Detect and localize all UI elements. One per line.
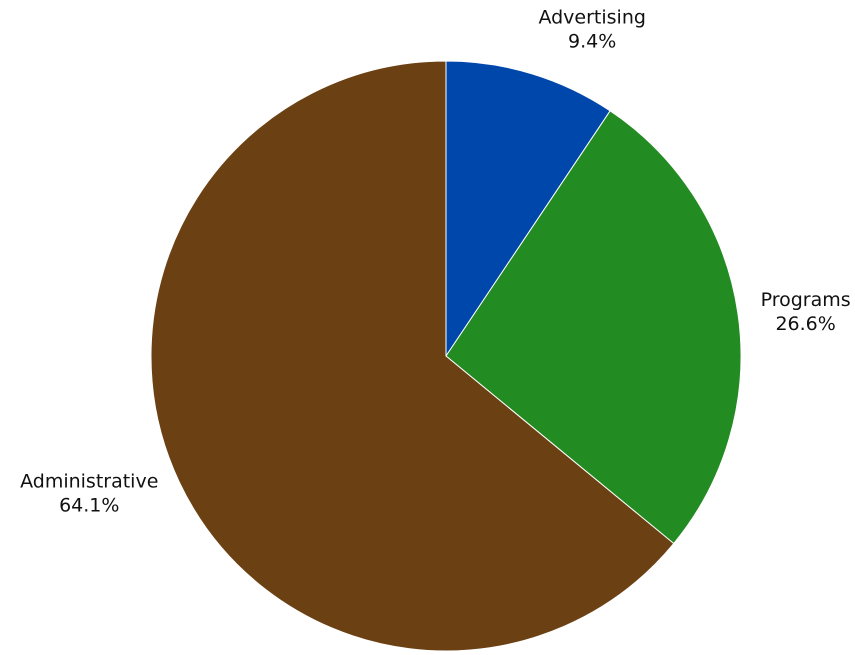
slice-name-label: Programs (761, 289, 851, 311)
pie-slice-administrative (150, 60, 675, 652)
slice-name-label: Advertising (538, 7, 645, 29)
pie-slice-programs (445, 110, 742, 545)
slice-percent-label: 64.1% (59, 495, 119, 517)
slice-percent-label: 9.4% (568, 31, 616, 53)
slice-name-label: Administrative (20, 471, 158, 493)
pie-slices (150, 60, 742, 652)
pie-slice-advertising (445, 60, 611, 358)
slice-percent-label: 26.6% (775, 313, 835, 335)
